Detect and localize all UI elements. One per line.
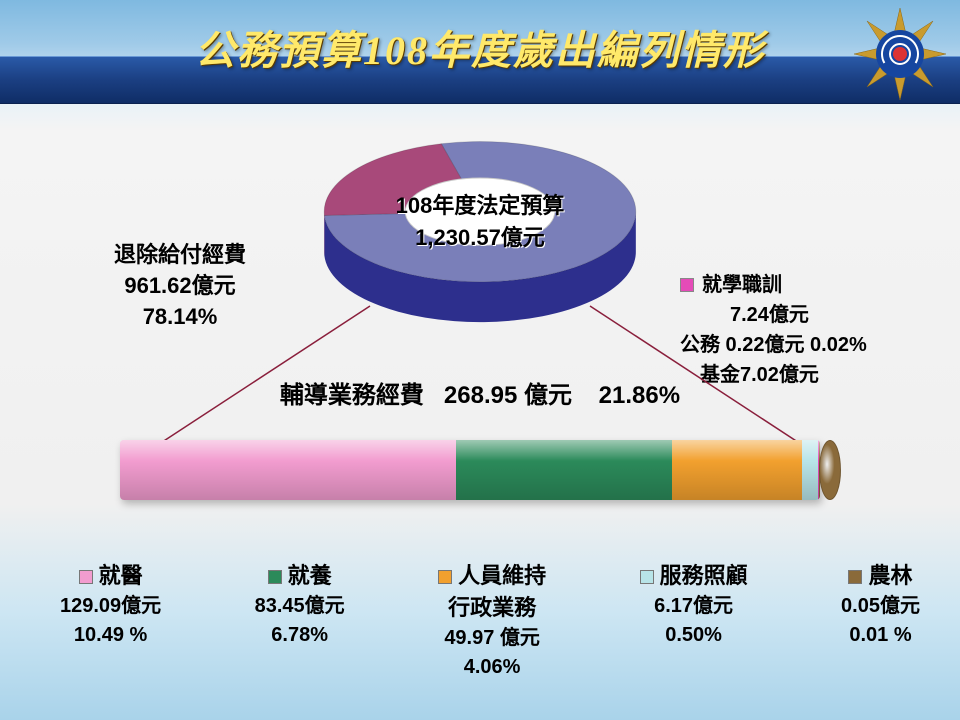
connector-lines [0,120,960,460]
legend-item-3: 服務照顧6.17億元0.50% [640,560,748,682]
stacked-bar [120,430,840,510]
legend-item-4: 農林0.05億元0.01 % [841,560,920,682]
swatch-icon [640,570,654,584]
bar-seg-care [456,440,673,500]
bar-seg-admin [672,440,802,500]
legend-item-0: 就醫129.09億元10.49 % [60,560,161,682]
bar-seg-service [802,440,818,500]
legend: 就醫129.09億元10.49 % 就養83.45億元6.78% 人員維持行政業務4… [60,560,920,682]
legend-item-1: 就養83.45億元6.78% [255,560,345,682]
swatch-icon [79,570,93,584]
bar-seg-medical [120,440,456,500]
swatch-icon [848,570,862,584]
legend-item-2: 人員維持行政業務49.97 億元4.06% [438,560,546,682]
emblem-icon [850,4,950,104]
swatch-icon [438,570,452,584]
swatch-icon [268,570,282,584]
page-title: 公務預算108年度歲出編列情形 [0,18,960,76]
